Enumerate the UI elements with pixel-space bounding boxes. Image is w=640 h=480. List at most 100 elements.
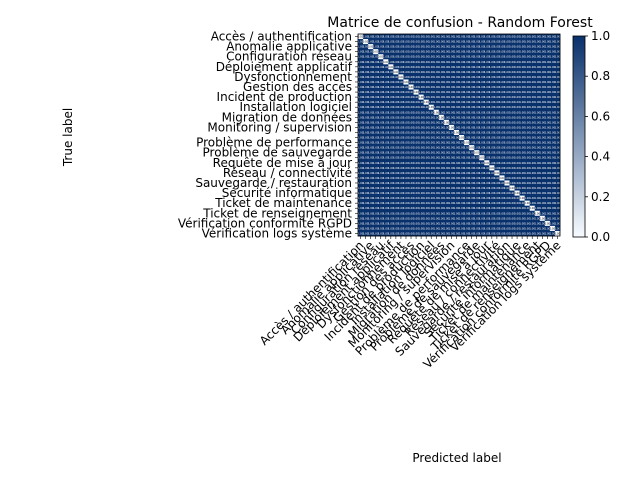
- heatmap-cell: [499, 44, 505, 50]
- heatmap-cell: [524, 49, 530, 55]
- heatmap-cell: [474, 140, 480, 146]
- heatmap-cell: [438, 84, 445, 90]
- heatmap-cell: [474, 54, 480, 60]
- heatmap-cell: [544, 150, 551, 156]
- heatmap-cell: [504, 59, 510, 65]
- heatmap-cell: [448, 124, 455, 131]
- heatmap-cell: [378, 74, 384, 80]
- heatmap-cell: [428, 89, 435, 95]
- heatmap-cell: [504, 165, 510, 171]
- heatmap-cell: [433, 64, 440, 70]
- heatmap-cell: [519, 119, 525, 126]
- heatmap-cell: [413, 109, 419, 116]
- heatmap-cell: [514, 79, 520, 85]
- heatmap-cell: [453, 145, 460, 151]
- heatmap-cell: [398, 119, 404, 126]
- heatmap-cell: [509, 109, 515, 116]
- heatmap-cell: [388, 160, 394, 166]
- heatmap-cell: [549, 74, 556, 80]
- heatmap-cell: [499, 64, 505, 70]
- heatmap-cell: [368, 34, 374, 40]
- heatmap-cell: [469, 150, 475, 156]
- heatmap-cell: [469, 79, 475, 85]
- colorbar-tick-label: 0.4: [591, 150, 610, 164]
- heatmap-cell: [554, 155, 561, 161]
- heatmap-cell: [529, 79, 536, 85]
- heatmap-cell: [393, 54, 399, 60]
- heatmap-cell: [474, 99, 480, 105]
- heatmap-cell: [438, 49, 445, 55]
- heatmap-cell: [459, 160, 465, 166]
- heatmap-cell: [459, 54, 465, 60]
- heatmap-cell: [524, 59, 530, 65]
- heatmap-cell: [459, 104, 465, 111]
- heatmap-cell: [398, 54, 404, 60]
- colorbar-tick-label: 0.8: [591, 69, 610, 83]
- heatmap-cell: [494, 104, 500, 111]
- heatmap-cell: [479, 64, 485, 70]
- heatmap-cell: [549, 124, 556, 131]
- heatmap-cell: [448, 160, 455, 166]
- heatmap-cell: [383, 104, 389, 111]
- heatmap-cell: [489, 74, 495, 80]
- heatmap-cell: [469, 89, 475, 95]
- heatmap-cell: [499, 140, 505, 146]
- heatmap-cell: [428, 124, 435, 131]
- heatmap-cell: [358, 64, 364, 70]
- heatmap-cell: [428, 129, 435, 136]
- heatmap-cell: [484, 104, 490, 111]
- heatmap-cell: [443, 59, 450, 65]
- heatmap-cell: [373, 109, 379, 116]
- heatmap-cell: [544, 135, 551, 141]
- heatmap-cell: [443, 79, 450, 85]
- heatmap-cell: [494, 69, 500, 75]
- heatmap-cell: [368, 145, 374, 151]
- heatmap-cell: [539, 54, 546, 60]
- heatmap-cell: [494, 54, 500, 60]
- heatmap-cell: [519, 84, 525, 90]
- heatmap-cell: [428, 114, 435, 121]
- heatmap-cell: [519, 34, 525, 40]
- heatmap-cell: [358, 129, 364, 136]
- heatmap-cell: [464, 34, 470, 40]
- heatmap-cell: [494, 150, 500, 156]
- heatmap-cell: [514, 160, 520, 166]
- heatmap-cell: [373, 59, 379, 65]
- heatmap-cell: [494, 49, 500, 55]
- heatmap-cell: [398, 155, 404, 161]
- heatmap-cell: [443, 94, 450, 100]
- heatmap-cell: [529, 140, 536, 146]
- heatmap-cell: [549, 64, 556, 70]
- heatmap-cell: [484, 39, 490, 45]
- heatmap-cell: [469, 99, 475, 105]
- heatmap-cell: [388, 54, 394, 60]
- heatmap-cell: [464, 39, 470, 45]
- heatmap-cell: [519, 109, 525, 116]
- heatmap-cell: [423, 124, 429, 131]
- heatmap-cell: [504, 74, 510, 80]
- heatmap-cell: [539, 109, 546, 116]
- heatmap-cell: [494, 44, 500, 50]
- heatmap-cell: [544, 89, 551, 95]
- heatmap-cell: [494, 160, 500, 166]
- heatmap-cell: [519, 89, 525, 95]
- heatmap-cell: [453, 119, 460, 126]
- heatmap-cell: [373, 54, 379, 60]
- heatmap-cell: [509, 84, 515, 90]
- heatmap-cell: [368, 54, 374, 60]
- heatmap-cell: [438, 64, 445, 70]
- heatmap-cell: [499, 160, 505, 166]
- heatmap-cell: [398, 165, 404, 171]
- heatmap-cell: [373, 129, 379, 136]
- heatmap-cell: [418, 74, 424, 80]
- heatmap-cell: [544, 114, 551, 121]
- heatmap-cell: [489, 150, 495, 156]
- heatmap-cell: [469, 94, 475, 100]
- y-tick-label: Vérification logs système: [202, 226, 352, 240]
- heatmap-cell: [368, 124, 374, 131]
- heatmap-cell: [368, 165, 374, 171]
- heatmap-cell: [433, 124, 440, 131]
- heatmap-cell: [383, 69, 389, 75]
- heatmap-cell: [474, 94, 480, 100]
- heatmap-cell: [423, 59, 429, 65]
